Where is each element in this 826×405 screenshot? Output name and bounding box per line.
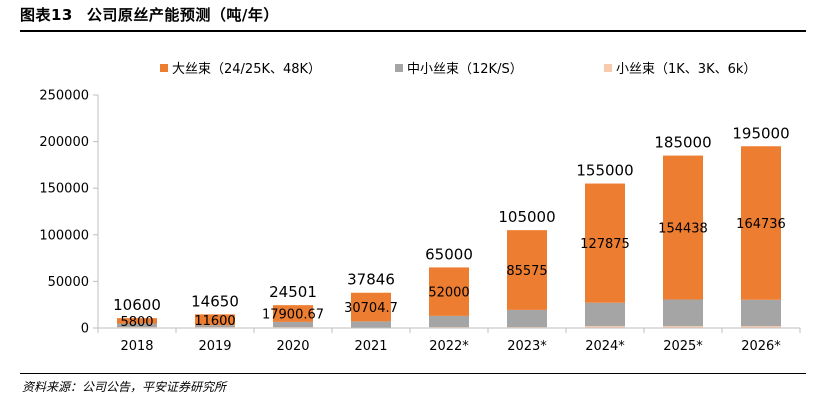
bar-group-2025: 154438 185000 — [654, 134, 712, 328]
y-tick-label: 150000 — [39, 182, 89, 197]
data-label-large: 17900.67 — [262, 308, 324, 323]
y-tick-label: 250000 — [39, 89, 89, 104]
x-tick-label: 2022* — [429, 339, 469, 354]
bar-segment-medium — [429, 315, 469, 328]
x-tick-label: 2024* — [585, 339, 625, 354]
bar-group-2023: 85575 105000 — [498, 208, 556, 328]
data-label-large: 164736 — [736, 217, 786, 232]
bar-segment-large — [507, 230, 547, 310]
capacity-stacked-bar-chart: 大丝束（24/25K、48K） 中小丝束（12K/S） 小丝束（1K、3K、6k） … — [39, 62, 801, 354]
total-label: 14650 — [191, 292, 239, 310]
bar-group-2022: 52000 65000 — [425, 245, 473, 328]
bar-segment-medium — [741, 299, 781, 327]
y-tick-label: 0 — [81, 322, 89, 337]
x-tick-label: 2021 — [354, 339, 387, 354]
x-tick-label: 2020 — [276, 339, 309, 354]
y-tick-label: 100000 — [39, 228, 89, 243]
figure-title-block: 图表13 公司原丝产能预测（吨/年） — [20, 4, 279, 25]
legend-swatch-medium — [395, 64, 403, 72]
y-tick-label: 200000 — [39, 135, 89, 150]
y-tick-label: 50000 — [48, 275, 89, 290]
data-label-large: 11600 — [194, 314, 235, 329]
source-note: 资料来源：公司公告，平安证券研究所 — [22, 380, 227, 394]
bar-segment-medium — [663, 299, 703, 327]
title-rule — [20, 30, 806, 32]
x-tick-label: 2026* — [741, 339, 781, 354]
total-label: 185000 — [654, 134, 711, 152]
data-label-large: 5800 — [120, 315, 153, 330]
y-axis: 0 50000 100000 150000 200000 250000 — [39, 89, 99, 337]
x-axis: 2018 2019 2020 2021 2022* 2023* 2024* 2025* 2026… — [97, 327, 801, 354]
data-label-large: 127875 — [580, 237, 630, 252]
total-label: 195000 — [732, 124, 789, 142]
chart-legend: 大丝束（24/25K、48K） 中小丝束（12K/S） 小丝束（1K、3K、6k） — [160, 62, 756, 77]
bar-segment-medium — [351, 321, 391, 328]
legend-label-small: 小丝束（1K、3K、6k） — [616, 62, 756, 77]
bar-segment-medium — [585, 302, 625, 327]
bar-segment-small — [663, 326, 703, 328]
bar-segment-large — [273, 305, 313, 322]
total-label: 37846 — [347, 271, 395, 289]
bar-segment-medium — [507, 309, 547, 328]
figure-label: 图表13 — [20, 6, 73, 24]
data-label-large: 52000 — [428, 286, 469, 301]
source-rule — [20, 373, 806, 374]
bar-group-2020: 17900.67 24501 — [262, 283, 324, 328]
total-label: 155000 — [576, 162, 633, 180]
data-label-large: 30704.7 — [344, 301, 398, 316]
bar-segment-medium — [117, 323, 157, 328]
x-tick-label: 2023* — [507, 339, 547, 354]
bar-segment-large — [741, 146, 781, 300]
legend-label-medium: 中小丝束（12K/S） — [407, 62, 523, 77]
bar-segment-small — [585, 326, 625, 328]
bar-group-2021: 30704.7 37846 — [344, 271, 398, 328]
bar-segment-large — [585, 183, 625, 303]
total-label: 10600 — [113, 296, 161, 314]
total-label: 105000 — [498, 208, 555, 226]
bar-segment-medium — [195, 325, 235, 328]
x-tick-label: 2025* — [663, 339, 703, 354]
bar-segment-large — [663, 155, 703, 300]
legend-swatch-small — [604, 64, 612, 72]
bar-segment-large — [351, 292, 391, 322]
bar-segment-small — [741, 326, 781, 328]
bar-segment-large — [429, 267, 469, 316]
bar-segment-large — [117, 318, 157, 324]
data-label-large: 85575 — [506, 264, 547, 279]
bar-segment-large — [195, 314, 235, 326]
figure-title: 公司原丝产能预测（吨/年） — [86, 6, 279, 24]
bar-groups: 580010600116001465017900.672450130704.73… — [113, 124, 789, 330]
total-label: 65000 — [425, 245, 473, 263]
bar-group-2026: 164736 195000 — [732, 124, 790, 328]
bar-group-2024: 127875 155000 — [576, 162, 634, 328]
x-tick-label: 2018 — [120, 339, 153, 354]
bar-segment-medium — [273, 321, 313, 328]
x-tick-label: 2019 — [198, 339, 231, 354]
legend-label-large: 大丝束（24/25K、48K） — [172, 62, 321, 77]
bar-group-2019: 11600 14650 — [191, 292, 239, 328]
legend-swatch-large — [160, 64, 168, 72]
total-label: 24501 — [269, 283, 317, 301]
data-label-large: 154438 — [658, 222, 708, 237]
